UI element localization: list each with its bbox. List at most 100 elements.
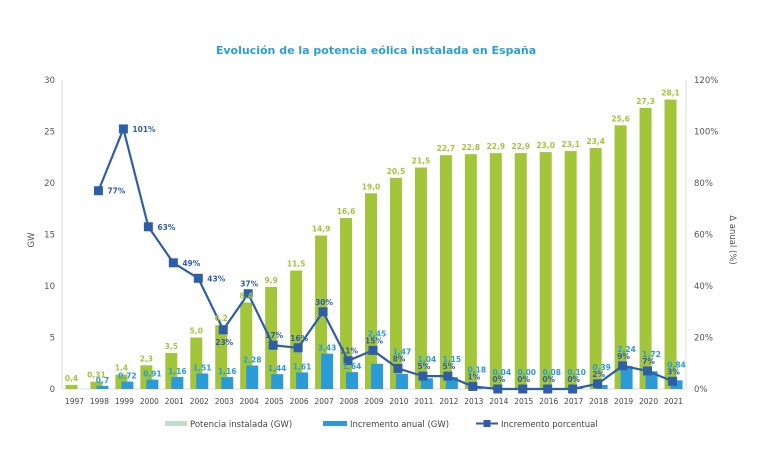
label-incremento-porcentual: 2% [592, 370, 605, 379]
label-potencia-instalada: 2,3 [140, 354, 153, 363]
marker-incremento-porcentual [668, 376, 678, 386]
bar-incremento-anual [171, 377, 184, 389]
legend-label-potencia: Potencia instalada (GW) [190, 420, 292, 430]
x-tick-label: 2005 [265, 397, 284, 406]
label-incremento-anual: 1,64 [343, 362, 362, 371]
label-incremento-porcentual: 101% [132, 125, 156, 134]
label-incremento-anual: 1,61 [293, 362, 312, 371]
legend-swatch-potencia [165, 421, 187, 426]
x-tick-label: 2010 [389, 397, 408, 406]
marker-incremento-porcentual [218, 325, 228, 335]
marker-incremento-porcentual [368, 345, 378, 355]
x-tick-label: 1998 [90, 397, 109, 406]
marker-incremento-porcentual [268, 340, 278, 350]
marker-incremento-porcentual [493, 384, 503, 394]
bar-incremento-anual [321, 353, 334, 389]
marker-incremento-porcentual [568, 384, 578, 394]
x-tick-label: 2006 [290, 397, 309, 406]
bar-potencia-instalada [290, 270, 303, 389]
x-tick-label: 2017 [564, 397, 583, 406]
marker-incremento-porcentual [618, 361, 628, 371]
label-potencia-instalada: 5,0 [190, 327, 203, 336]
bar-incremento-anual [121, 381, 134, 389]
label-incremento-porcentual: 0% [517, 375, 530, 384]
label-potencia-instalada: 22,9 [512, 142, 531, 151]
y2-tick-label: 120% [694, 76, 718, 86]
series-incremento-porcentual [93, 124, 678, 394]
legend-item-potencia[interactable]: Potencia instalada (GW) [165, 420, 292, 430]
legend: Potencia instalada (GW) Incremento anual… [165, 420, 598, 430]
x-tick-label: 1999 [115, 397, 134, 406]
label-potencia-instalada: 28,1 [661, 89, 680, 98]
label-incremento-porcentual: 7% [642, 357, 655, 366]
x-tick-label: 2003 [215, 397, 234, 406]
label-incremento-anual: 1,51 [193, 363, 212, 372]
x-tick-label: 2015 [514, 397, 533, 406]
label-potencia-instalada: 22,7 [437, 144, 456, 153]
label-potencia-instalada: 27,3 [636, 97, 655, 106]
label-incremento-anual: 3,43 [318, 344, 337, 353]
left-axis-label: GW [27, 232, 37, 248]
marker-incremento-porcentual [243, 289, 253, 299]
series-potencia-instalada [65, 99, 677, 389]
bar-incremento-anual [146, 379, 159, 389]
label-incremento-anual: 0,10 [567, 368, 586, 377]
x-tick-label: 2001 [165, 397, 184, 406]
legend-marker-incremento-porcentual [483, 420, 491, 427]
label-incremento-porcentual: 9% [617, 352, 630, 361]
legend-item-incremento-porcentual[interactable]: Incremento porcentual [476, 420, 598, 430]
y2-tick-label: 20% [694, 334, 713, 344]
label-incremento-anual: 0,00 [518, 368, 537, 377]
label-potencia-instalada: 0,4 [65, 374, 78, 383]
marker-incremento-porcentual [193, 273, 203, 283]
x-tick-label: 2004 [240, 397, 259, 406]
bar-potencia-instalada [414, 167, 427, 389]
label-potencia-instalada: 1,4 [115, 364, 128, 373]
label-incremento-porcentual: 8% [393, 354, 406, 363]
bar-potencia-instalada [65, 384, 78, 389]
marker-incremento-porcentual [468, 381, 478, 391]
bar-incremento-anual [196, 373, 209, 389]
bar-potencia-instalada [389, 177, 402, 389]
label-potencia-instalada: 22,9 [487, 142, 506, 151]
marker-incremento-porcentual [293, 343, 303, 353]
label-incremento-porcentual: 43% [207, 274, 225, 283]
legend-item-incremento-anual[interactable]: Incremento anual (GW) [323, 420, 449, 430]
label-incremento-anual: 2,28 [243, 356, 262, 365]
bar-potencia-instalada [464, 154, 477, 389]
x-tick-label: 2013 [464, 397, 483, 406]
label-potencia-instalada: 19,0 [362, 182, 381, 191]
marker-incremento-porcentual [93, 186, 103, 196]
bar-potencia-instalada [539, 152, 552, 389]
bar-potencia-instalada [614, 125, 627, 389]
label-potencia-instalada: 0,31 [87, 371, 106, 380]
y2-tick-label: 100% [694, 128, 718, 138]
bar-incremento-anual [346, 372, 359, 389]
label-incremento-porcentual: 30% [315, 298, 333, 307]
label-incremento-porcentual: 15% [365, 336, 383, 345]
label-incremento-anual: 0,08 [542, 368, 561, 377]
x-tick-label: 2008 [339, 397, 358, 406]
bar-potencia-instalada [340, 218, 353, 389]
y2-tick-label: 0% [694, 385, 708, 395]
x-tick-label: 2002 [190, 397, 209, 406]
label-potencia-instalada: 14,9 [312, 225, 331, 234]
bar-potencia-instalada [439, 155, 452, 389]
label-incremento-porcentual: 0% [492, 375, 505, 384]
marker-incremento-porcentual [318, 307, 328, 317]
bar-incremento-anual [620, 365, 633, 389]
label-incremento-porcentual: 77% [107, 187, 125, 196]
bar-incremento-anual [445, 377, 458, 389]
label-potencia-instalada: 11,5 [287, 260, 306, 269]
label-incremento-porcentual: 5% [443, 362, 456, 371]
marker-incremento-porcentual [593, 379, 603, 389]
x-tick-label: 2014 [489, 397, 508, 406]
label-incremento-porcentual: 0% [567, 375, 580, 384]
x-tick-label: 2021 [664, 397, 683, 406]
y-tick-label: 5 [50, 334, 55, 344]
x-tick-label: 2012 [439, 397, 458, 406]
label-incremento-anual: 0,72 [118, 372, 137, 381]
bar-incremento-anual [221, 377, 234, 389]
label-potencia-instalada: 23,0 [536, 141, 555, 150]
label-potencia-instalada: 23,4 [586, 137, 605, 146]
